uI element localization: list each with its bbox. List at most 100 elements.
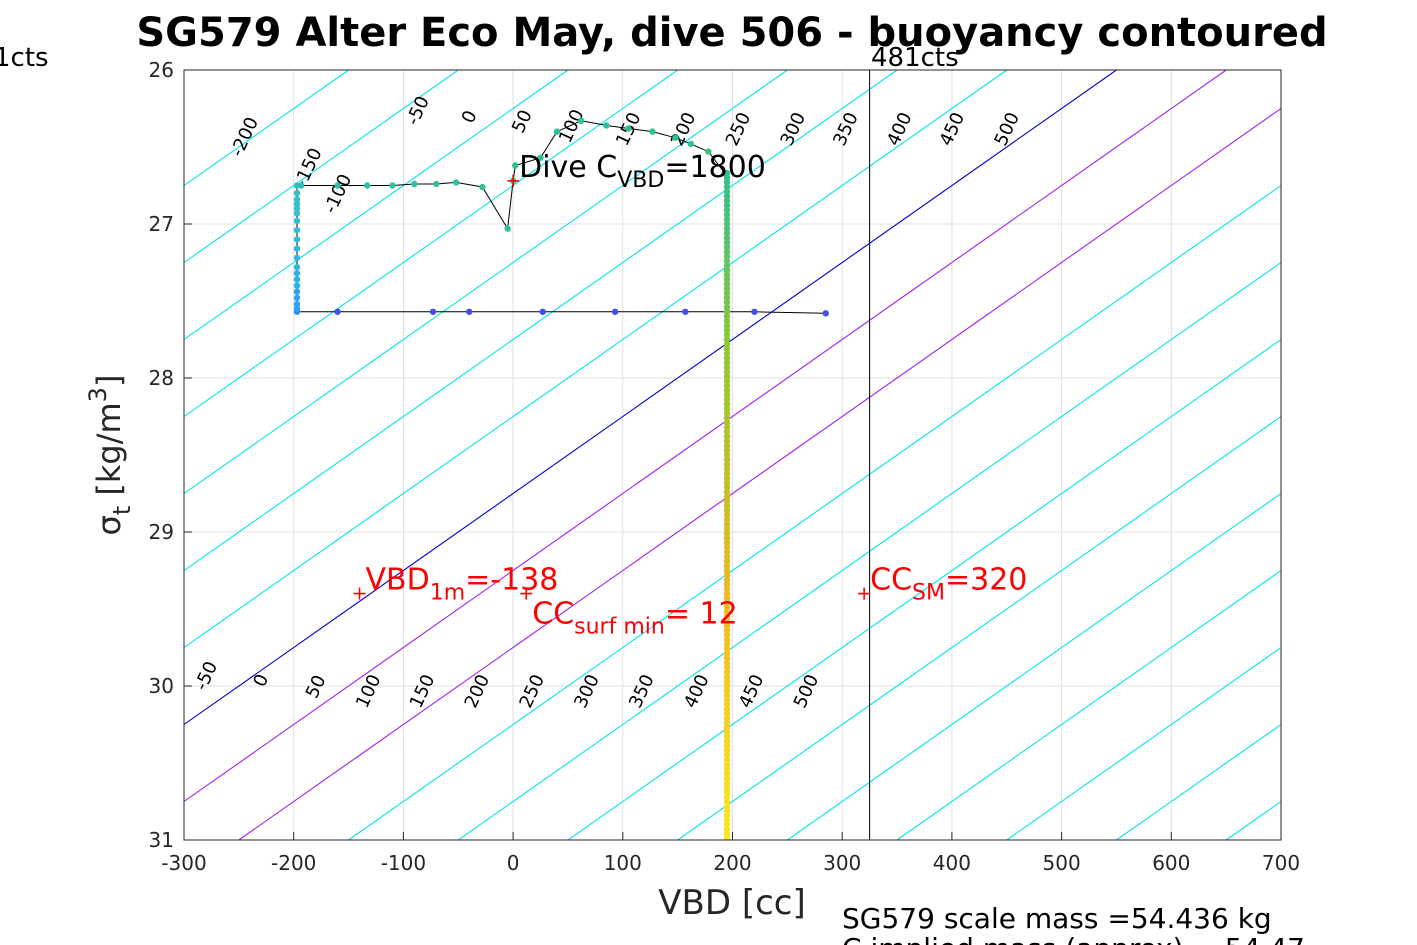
data-point <box>429 308 437 315</box>
data-point <box>723 216 731 223</box>
data-point <box>723 336 731 343</box>
x-tick-label: 0 <box>507 851 520 875</box>
data-point <box>723 511 731 519</box>
data-point <box>723 682 731 690</box>
data-point <box>723 747 731 754</box>
data-point <box>723 174 731 181</box>
data-point <box>723 645 731 653</box>
data-point <box>723 668 731 676</box>
data-point <box>723 507 731 514</box>
data-point <box>649 128 656 135</box>
dive-c-vbd-marker <box>507 174 520 187</box>
data-point <box>293 226 301 234</box>
data-point <box>723 197 731 205</box>
contour-line <box>567 338 1281 840</box>
data-point <box>723 784 731 791</box>
top-right-counts-label: 481cts <box>871 43 959 73</box>
data-point <box>822 310 829 317</box>
y-axis-label: σt [kg/m3] <box>84 375 136 536</box>
data-point <box>724 845 730 851</box>
data-point <box>723 812 731 819</box>
data-point <box>723 525 731 533</box>
cc-surf-min-label: CCsurf min= 12 <box>532 597 737 640</box>
data-point <box>293 288 301 295</box>
data-point <box>603 122 610 129</box>
data-point <box>723 581 731 588</box>
data-point <box>723 678 731 685</box>
data-point <box>723 179 731 186</box>
data-point <box>723 193 731 200</box>
contour-line <box>184 70 788 495</box>
contour-line <box>184 70 459 264</box>
data-point <box>723 770 731 777</box>
data-point <box>723 239 731 246</box>
data-point <box>723 576 731 583</box>
data-point <box>723 705 731 713</box>
data-point <box>723 437 731 445</box>
data-point <box>723 599 731 607</box>
data-point <box>723 354 731 362</box>
x-axis-ticks: -300 -200 -100 0 100 200 300 400 500 600 700 <box>161 832 1300 875</box>
data-point <box>723 631 731 639</box>
x-tick-label: 700 <box>1262 851 1300 875</box>
data-point <box>723 756 731 764</box>
data-point <box>611 308 619 315</box>
data-point <box>723 641 731 648</box>
x-tick-label: -100 <box>381 851 426 875</box>
data-point <box>723 433 731 440</box>
chart-title: SG579 Alter Eco May, dive 506 - buoyancy… <box>136 10 1327 56</box>
x-tick-label: -300 <box>161 851 206 875</box>
data-point <box>687 140 695 148</box>
data-point <box>723 419 731 426</box>
data-point <box>751 308 758 315</box>
data-point <box>723 793 731 801</box>
data-point <box>723 290 731 297</box>
data-point <box>723 368 731 376</box>
data-point <box>723 484 731 491</box>
data-point <box>723 692 731 699</box>
data-point <box>723 585 731 593</box>
data-point <box>479 183 486 191</box>
data-point <box>433 180 440 188</box>
data-point <box>723 765 731 773</box>
contour-line <box>457 261 1281 840</box>
data-point <box>723 465 731 473</box>
data-point <box>723 303 731 311</box>
data-point <box>723 729 731 736</box>
data-point <box>293 294 301 302</box>
data-point <box>293 200 301 208</box>
data-point <box>723 359 731 366</box>
data-point <box>723 687 731 694</box>
cc-surf-min-marker <box>520 587 533 600</box>
data-point <box>723 710 731 717</box>
contour-line <box>238 107 1281 840</box>
data-point <box>723 779 731 787</box>
data-point <box>723 775 731 782</box>
data-point <box>537 154 544 161</box>
data-point <box>723 373 731 380</box>
data-point <box>723 733 731 741</box>
data-point <box>723 608 731 616</box>
y-axis-label-units: [kg/m <box>90 402 128 505</box>
data-point <box>723 562 731 570</box>
x-tick-label: 400 <box>933 851 971 875</box>
data-point <box>723 696 731 704</box>
data-point <box>293 190 301 197</box>
contour-line <box>677 415 1281 840</box>
data-point <box>723 285 731 292</box>
data-point <box>553 128 561 135</box>
data-point <box>672 134 679 141</box>
y-axis-label-sup: 3 <box>84 387 112 402</box>
contour-line <box>348 184 1281 840</box>
y-axis-label-sigma: σ <box>90 515 128 535</box>
data-point <box>723 761 731 768</box>
data-point <box>723 530 731 537</box>
data-point <box>723 742 731 750</box>
contour-line <box>184 70 678 418</box>
data-point <box>723 276 731 283</box>
data-point <box>539 308 546 315</box>
data-point <box>723 308 731 315</box>
data-point <box>723 243 731 251</box>
